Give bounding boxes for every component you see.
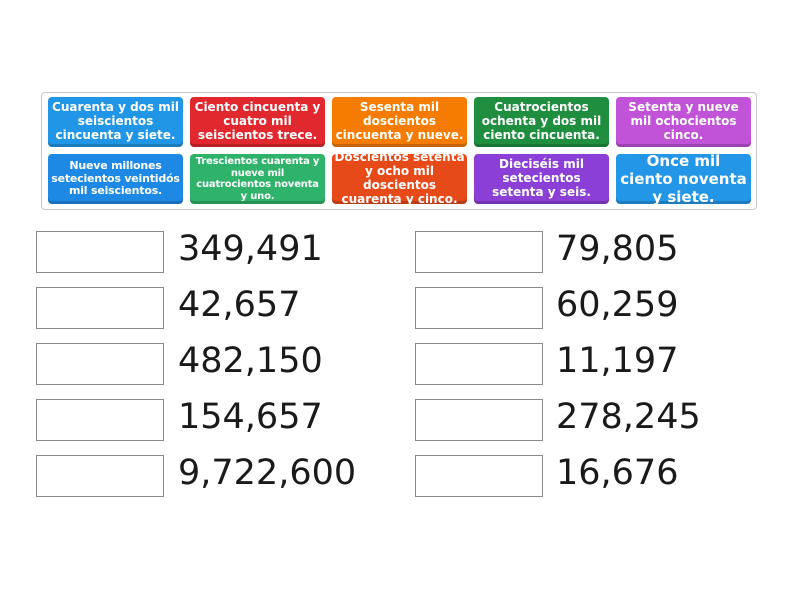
target-number: 9,722,600 (178, 453, 357, 493)
target-number: 154,657 (178, 397, 323, 437)
answer-tile[interactable]: Doscientos setenta y ocho mil doscientos… (332, 150, 467, 206)
drop-slot[interactable] (36, 455, 164, 497)
tile-label: Ciento cincuenta y cuatro mil seisciento… (194, 100, 321, 142)
drop-slot[interactable] (415, 455, 543, 497)
answer-tile[interactable]: Once mil ciento noventa y siete. (616, 152, 751, 206)
tile-label: Trescientos cuarenta y nueve mil cuatroc… (195, 156, 320, 202)
target-number: 60,259 (556, 285, 679, 325)
drop-slot[interactable] (415, 287, 543, 329)
answer-tile[interactable]: Dieciséis mil setecientos setenta y seis… (474, 154, 609, 204)
target-number: 482,150 (178, 341, 323, 381)
tile-label: Cuatrocientos ochenta y dos mil ciento c… (481, 100, 602, 142)
tile-label: Dieciséis mil setecientos setenta y seis… (492, 157, 591, 199)
tile-label: Cuarenta y dos mil seiscientos cincuenta… (52, 100, 179, 142)
answer-tile[interactable]: Nueve millones setecientos veintidós mil… (48, 154, 183, 204)
drop-slot[interactable] (415, 231, 543, 273)
target-number: 42,657 (178, 285, 301, 325)
drop-slot[interactable] (36, 287, 164, 329)
answer-tile[interactable]: Cuatrocientos ochenta y dos mil ciento c… (474, 97, 609, 147)
target-number: 278,245 (556, 397, 701, 437)
drop-slot[interactable] (36, 343, 164, 385)
drop-slot[interactable] (36, 399, 164, 441)
tile-label: Sesenta mil doscientos cincuenta y nueve… (335, 100, 464, 142)
target-number: 79,805 (556, 229, 679, 269)
target-number: 11,197 (556, 341, 679, 381)
answer-tile[interactable]: Ciento cincuenta y cuatro mil seisciento… (190, 97, 325, 147)
tile-label: Setenta y nueve mil ochocientos cinco. (628, 100, 739, 142)
target-number: 349,491 (178, 229, 323, 269)
tile-label: Nueve millones setecientos veintidós mil… (51, 159, 180, 198)
tile-label: Doscientos setenta y ocho mil doscientos… (334, 150, 465, 206)
answer-tile[interactable]: Setenta y nueve mil ochocientos cinco. (616, 97, 751, 147)
answer-tile[interactable]: Trescientos cuarenta y nueve mil cuatroc… (190, 154, 325, 204)
target-number: 16,676 (556, 453, 679, 493)
answer-tile[interactable]: Cuarenta y dos mil seiscientos cincuenta… (48, 97, 183, 147)
drop-slot[interactable] (415, 399, 543, 441)
answer-tile[interactable]: Sesenta mil doscientos cincuenta y nueve… (332, 97, 467, 147)
tile-label: Once mil ciento noventa y siete. (620, 152, 747, 206)
drop-slot[interactable] (415, 343, 543, 385)
drop-slot[interactable] (36, 231, 164, 273)
